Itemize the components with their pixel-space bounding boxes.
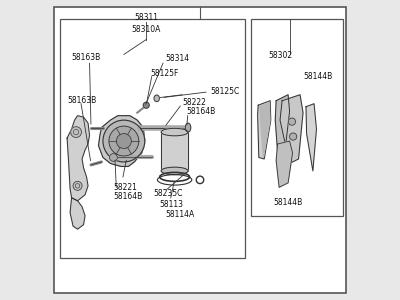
Text: 58311: 58311	[134, 13, 158, 22]
Circle shape	[73, 182, 82, 190]
Circle shape	[288, 118, 296, 125]
Ellipse shape	[161, 128, 188, 136]
Text: 58144B: 58144B	[273, 198, 302, 207]
Polygon shape	[70, 198, 85, 229]
Circle shape	[290, 133, 297, 140]
Text: 58164B: 58164B	[114, 192, 143, 201]
Ellipse shape	[161, 167, 188, 175]
Polygon shape	[161, 132, 188, 171]
Polygon shape	[275, 95, 290, 153]
Circle shape	[116, 134, 131, 148]
Polygon shape	[67, 116, 90, 201]
Circle shape	[110, 154, 117, 161]
Text: 58222: 58222	[182, 98, 206, 107]
Text: 58114A: 58114A	[166, 210, 195, 219]
Text: 58235C: 58235C	[154, 189, 183, 198]
Circle shape	[109, 126, 139, 156]
Text: 58113: 58113	[160, 200, 184, 209]
Text: 58125F: 58125F	[151, 69, 179, 78]
Bar	[60, 19, 245, 257]
Text: 58163B: 58163B	[72, 53, 101, 62]
Ellipse shape	[185, 123, 191, 132]
Text: 58164B: 58164B	[186, 107, 216, 116]
Polygon shape	[258, 101, 271, 159]
Text: 58144B: 58144B	[303, 72, 332, 81]
Polygon shape	[280, 95, 303, 164]
Text: 58163B: 58163B	[67, 96, 96, 105]
Ellipse shape	[154, 95, 159, 102]
Circle shape	[103, 120, 145, 162]
Polygon shape	[98, 116, 145, 166]
Text: 58314: 58314	[166, 54, 190, 63]
Circle shape	[143, 102, 149, 108]
Polygon shape	[276, 141, 292, 187]
Polygon shape	[260, 102, 270, 158]
Text: 58221: 58221	[114, 183, 137, 192]
Circle shape	[71, 127, 82, 137]
Polygon shape	[306, 104, 316, 171]
Text: 58310A: 58310A	[132, 25, 161, 34]
Bar	[251, 19, 343, 216]
Text: 58302: 58302	[269, 51, 293, 60]
Text: 58125C: 58125C	[210, 87, 240, 96]
